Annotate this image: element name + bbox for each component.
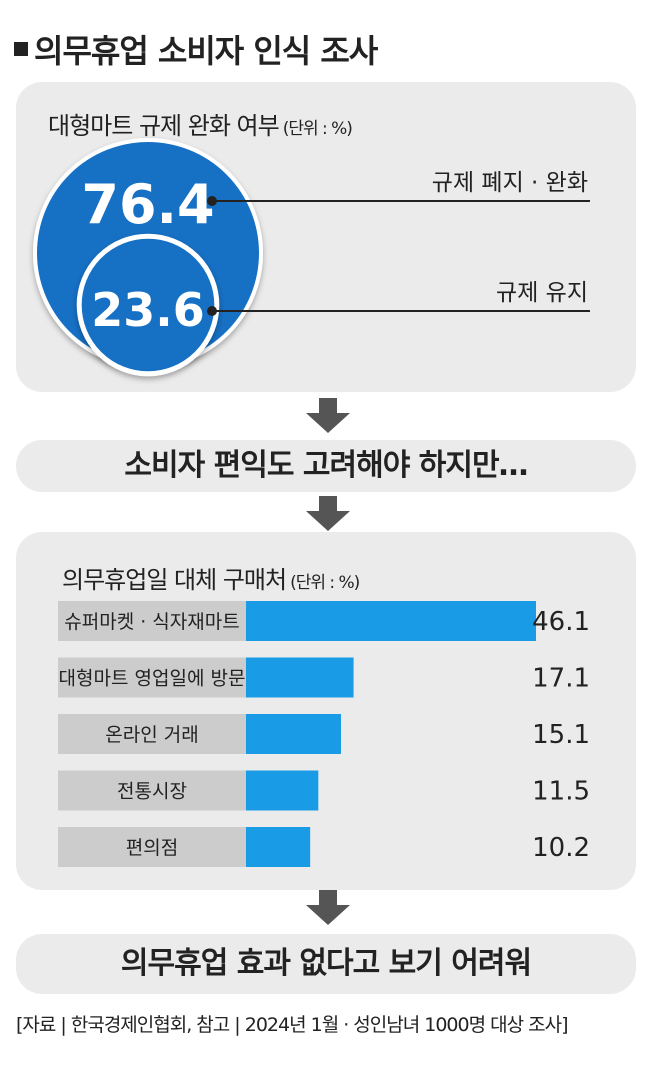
page-title: 의무휴업 소비자 인식 조사 (14, 26, 378, 72)
bar-category-bg (58, 770, 246, 811)
bar-value-label: 17.1 (532, 664, 590, 694)
bar-category-label: 대형마트 영업일에 방문 (59, 668, 246, 690)
bar-chart-title: 의무휴업일 대체 구매처 (62, 566, 287, 594)
bubble-value-maintain: 23.6 (91, 283, 205, 337)
bar-category-label: 슈퍼마켓 · 식자재마트 (64, 611, 239, 633)
bar-category-bg (58, 714, 246, 754)
bar (246, 714, 341, 754)
bar-value-label: 10.2 (532, 833, 590, 863)
bar-chart-heading: 의무휴업일 대체 구매처 (단위 : %) (62, 560, 360, 595)
regulation-heading-text: 대형마트 규제 완화 여부 (48, 112, 280, 140)
title-square-icon (14, 42, 28, 56)
bubble-value-relax: 76.4 (81, 173, 214, 236)
bubble-label-maintain: 규제 유지 (496, 280, 588, 306)
bar-category-bg (58, 657, 246, 698)
bar-chart: 슈퍼마켓 · 식자재마트 46.1 대형마트 영업일에 방문 17.1 온라인 거래 15… (58, 601, 590, 867)
leader-dot-relax (207, 196, 217, 206)
bar (246, 827, 311, 867)
title-text: 의무휴업 소비자 인식 조사 (34, 32, 378, 70)
bar-value-label: 46.1 (532, 607, 590, 637)
bar-value-label: 15.1 (532, 720, 590, 750)
pill-convenience: 소비자 편익도 고려해야 하지만… (16, 440, 636, 492)
bar (246, 657, 354, 698)
bubble-maintain (76, 233, 220, 377)
bar (246, 770, 319, 811)
pill-conclusion: 의무휴업 효과 없다고 보기 어려워 (16, 934, 636, 994)
bar (246, 601, 536, 641)
bubble-label-relax: 규제 폐지 · 완화 (432, 170, 588, 196)
bar-category-label: 온라인 거래 (105, 724, 198, 746)
bar-category-bg (58, 827, 246, 867)
bar-chart-unit: (단위 : %) (290, 573, 360, 593)
regulation-unit: (단위 : %) (282, 119, 353, 139)
bar-category-label: 전통시장 (117, 781, 187, 803)
bar-value-label: 11.5 (532, 777, 590, 807)
bubble-chart: 76.4 23.6 규제 폐지 · 완화 규제 유지 (33, 138, 590, 377)
leader-dot-maintain (207, 306, 217, 316)
bar-category-bg (58, 601, 246, 641)
source-footer: [자료 | 한국경제인협회, 참고 | 2024년 1월 · 성인남녀 1000… (16, 1014, 568, 1036)
bar-category-label: 편의점 (126, 837, 178, 859)
regulation-heading: 대형마트 규제 완화 여부 (단위 : %) (48, 106, 353, 141)
